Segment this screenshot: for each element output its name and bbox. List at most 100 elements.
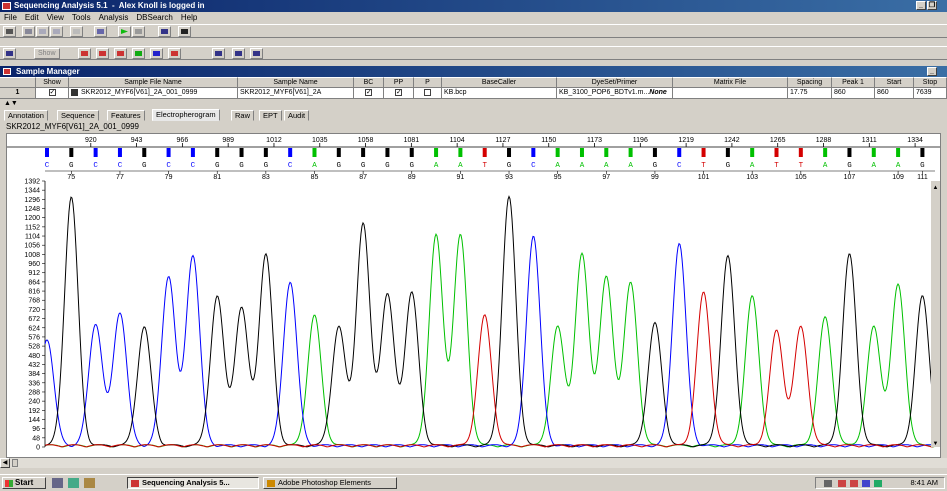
network2-icon[interactable] <box>850 480 858 487</box>
volume-icon[interactable] <box>824 480 832 487</box>
dyeset-cell[interactable]: KB_3100_POP6_BDTv1.m...None <box>557 88 673 99</box>
p-checkbox[interactable] <box>414 88 442 99</box>
base-number-label: 83 <box>262 174 270 181</box>
base-call-bar <box>628 148 633 157</box>
restore-button[interactable]: ❐ <box>927 1 937 10</box>
stop-icon[interactable] <box>70 26 83 37</box>
overlay-icon[interactable] <box>114 48 127 59</box>
base-call-bar <box>336 148 341 157</box>
header-sample-name[interactable]: Sample Name <box>238 77 354 88</box>
tray-app-icon[interactable] <box>862 480 870 487</box>
quick-launch-desktop-icon[interactable] <box>52 478 63 488</box>
base-number-label: 85 <box>311 174 319 181</box>
view-toolbar: Show <box>0 46 947 60</box>
electropherogram-panel[interactable]: 920 943 966 989 1012 1035 1058 1081 1104 1127 1150… <box>6 133 941 458</box>
splitter[interactable]: ▲▼ <box>0 99 947 109</box>
view-analyzed-icon[interactable] <box>78 48 91 59</box>
quick-launch-ie-icon[interactable] <box>68 478 79 488</box>
splitter-arrows-icon[interactable]: ▲▼ <box>4 100 18 107</box>
matrix-cell[interactable] <box>673 88 788 99</box>
peak1-cell[interactable]: 860 <box>832 88 875 99</box>
copy-icon[interactable] <box>50 26 63 37</box>
menu-analysis[interactable]: Analysis <box>98 13 129 22</box>
sample-table-header: Show Sample File Name Sample Name BC PP … <box>0 77 947 88</box>
color-t-icon[interactable] <box>168 48 181 59</box>
header-spacing[interactable]: Spacing <box>788 77 832 88</box>
tab-ept[interactable]: EPT <box>259 110 282 121</box>
abi-icon[interactable] <box>178 26 191 37</box>
app-icon <box>2 2 11 10</box>
table-icon[interactable] <box>232 48 245 59</box>
settings-icon[interactable] <box>158 26 171 37</box>
header-sample-file[interactable]: Sample File Name <box>69 77 238 88</box>
color-a-icon[interactable] <box>132 48 145 59</box>
base-call-letter: G <box>142 162 147 170</box>
taskbar-app-photoshop[interactable]: Adobe Photoshop Elements <box>263 477 397 489</box>
menu-dbsearch[interactable]: DBSearch <box>136 13 173 22</box>
spacing-cell[interactable]: 17.75 <box>788 88 832 99</box>
color-c-icon[interactable] <box>150 48 163 59</box>
scroll-thumb[interactable] <box>12 459 18 467</box>
menu-file[interactable]: File <box>4 13 17 22</box>
view-raw-icon[interactable] <box>96 48 109 59</box>
zoom-icon[interactable] <box>212 48 225 59</box>
menu-tools[interactable]: Tools <box>71 13 91 22</box>
quick-launch-explorer-icon[interactable] <box>84 478 95 488</box>
tab-audit[interactable]: Audit <box>284 110 310 121</box>
scroll-left-icon[interactable]: ◀ <box>0 458 10 468</box>
sample-manager-minimize[interactable]: _ <box>927 67 937 76</box>
header-dyeset[interactable]: DyeSet/Primer <box>557 77 673 88</box>
tab-sequence[interactable]: Sequence <box>57 110 99 121</box>
show-checkbox[interactable]: ✓ <box>36 88 69 99</box>
sample-file-cell[interactable]: SKR2012_MYF6[V61]_2A_001_0999 <box>69 88 238 99</box>
run-icon[interactable] <box>118 26 131 37</box>
network-icon[interactable] <box>838 480 846 487</box>
header-bc[interactable]: BC <box>354 77 384 88</box>
minimize-button[interactable]: _ <box>916 1 926 10</box>
header-pp[interactable]: PP <box>384 77 414 88</box>
taskbar-app-sequencing[interactable]: Sequencing Analysis 5... <box>127 477 259 489</box>
print-icon[interactable] <box>3 26 16 37</box>
clock: 8:41 AM <box>910 478 938 487</box>
start-cell[interactable]: 860 <box>875 88 914 99</box>
scan-tick-label: 1311 <box>862 137 877 144</box>
tab-electropherogram[interactable]: Electropherogram <box>152 109 220 121</box>
save-icon[interactable] <box>22 26 35 37</box>
header-matrix[interactable]: Matrix File <box>673 77 788 88</box>
y-tick-label: 576 <box>28 334 40 341</box>
table-row[interactable]: 1 ✓ SKR2012_MYF6[V61]_2A_001_0999 SKR201… <box>0 88 947 99</box>
sample-name-cell[interactable]: SKR2012_MYF6[V61]_2A <box>238 88 354 99</box>
menu-help[interactable]: Help <box>180 13 198 22</box>
report-icon[interactable] <box>94 26 107 37</box>
open-icon[interactable] <box>36 26 49 37</box>
menu-edit[interactable]: Edit <box>24 13 39 22</box>
title-bar: Sequencing Analysis 5.1 - Alex Knoll is … <box>0 0 947 12</box>
header-show[interactable]: Show <box>36 77 69 88</box>
electropherogram-chart[interactable]: 920 943 966 989 1012 1035 1058 1081 1104 1127 1150… <box>7 134 940 457</box>
bc-checkbox[interactable]: ✓ <box>354 88 384 99</box>
y-tick-label: 96 <box>32 426 40 433</box>
basecaller-cell[interactable]: KB.bcp <box>442 88 557 99</box>
tray-app2-icon[interactable] <box>874 480 882 487</box>
header-peak1[interactable]: Peak 1 <box>832 77 875 88</box>
chart-icon[interactable] <box>250 48 263 59</box>
base-call-bar <box>361 148 366 157</box>
horizontal-scrollbar[interactable]: ◀ <box>0 458 947 468</box>
header-basecaller[interactable]: BaseCaller <box>442 77 557 88</box>
start-button[interactable]: Start <box>2 477 46 489</box>
tab-annotation[interactable]: Annotation <box>4 110 48 121</box>
stop-cell[interactable]: 7639 <box>914 88 947 99</box>
y-tick-label: 1248 <box>24 206 40 213</box>
pause-icon[interactable] <box>132 26 145 37</box>
window-icon[interactable] <box>3 48 16 59</box>
header-p[interactable]: P <box>414 77 442 88</box>
show-button[interactable]: Show <box>34 48 60 59</box>
tab-features[interactable]: Features <box>107 110 145 121</box>
photoshop-app-icon <box>267 480 275 487</box>
pp-checkbox[interactable]: ✓ <box>384 88 414 99</box>
tab-raw[interactable]: Raw <box>231 110 255 121</box>
menu-view[interactable]: View <box>46 13 64 22</box>
base-call-letter: G <box>215 162 220 170</box>
header-start[interactable]: Start <box>875 77 914 88</box>
header-stop[interactable]: Stop <box>914 77 947 88</box>
